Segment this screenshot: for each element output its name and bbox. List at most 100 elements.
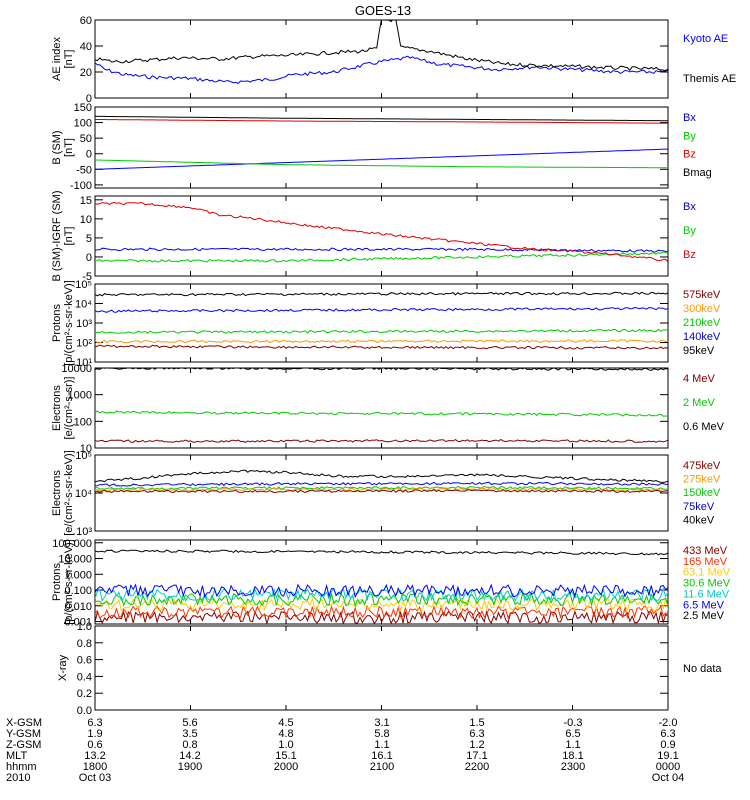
- y-tick-label: 10: [80, 214, 92, 226]
- footer-row-value: 1.9: [87, 728, 102, 740]
- y-tick-label: 0.0: [77, 705, 92, 717]
- footer-row-value: 6.3: [660, 728, 675, 740]
- footer-row-value: 1800: [83, 761, 107, 773]
- footer-row-value: 4.8: [278, 728, 293, 740]
- y-axis-label: X-ray: [57, 654, 69, 681]
- footer-row-value: 19.1: [657, 750, 678, 762]
- y-tick-label: 150: [74, 102, 92, 114]
- y-axis-label: Protons: [51, 304, 63, 342]
- y-tick-label: 10³: [76, 318, 92, 330]
- series-line-2-5-mev: [95, 583, 668, 599]
- footer-row-label: X-GSM: [6, 717, 42, 729]
- series-line-4-mev: [95, 438, 668, 443]
- panel-6: 10³ 10⁴ 10⁵ Electrons [e/(cm²-s-sr-keV)] 475k…: [51, 450, 721, 538]
- y-tick-label: 40: [80, 41, 92, 53]
- legend-label: 150keV: [683, 487, 721, 499]
- series-line-2-mev: [95, 410, 668, 417]
- legend-label: 2.5 MeV: [683, 610, 725, 622]
- y-tick-label: 10⁴: [75, 299, 92, 311]
- footer-row-value: 5.6: [182, 717, 197, 729]
- y-axis-label: [p/(cm²-s-sr-keV)]: [63, 539, 75, 625]
- footer-row-label: 2010: [6, 772, 30, 784]
- y-tick-label: 60: [80, 15, 92, 27]
- footer-row-value: -0.3: [564, 717, 583, 729]
- legend-label: 2 MeV: [683, 397, 715, 409]
- y-tick-label: 10: [80, 443, 92, 455]
- series-line-kyoto-ae: [95, 55, 668, 84]
- y-tick-label: 1.0: [77, 621, 92, 633]
- legend-label: By: [683, 130, 696, 142]
- series-line-40kev: [95, 488, 668, 494]
- legend-label: Bmag: [683, 167, 712, 179]
- y-tick-label: 5: [86, 233, 92, 245]
- y-tick-label: 0.010: [64, 601, 92, 613]
- y-axis-label: Protons: [51, 563, 63, 601]
- y-axis-label: [nT]: [63, 50, 75, 69]
- legend-label: Kyoto AE: [683, 33, 728, 45]
- footer-row-value: 2300: [561, 761, 585, 773]
- footer-ephemeris: X-GSM 6.3 5.6 4.5 3.1 1.5 -0.3 -2.0 Y-GSM 1.9 3.5 4…: [6, 717, 684, 784]
- y-tick-label: 100: [74, 118, 92, 130]
- no-data-label: No data: [683, 663, 722, 675]
- footer-row-value: 13.2: [84, 750, 105, 762]
- footer-row-value: 6.3: [87, 717, 102, 729]
- legend-label: 11.6 MeV: [683, 588, 730, 600]
- series-line-475kev: [95, 469, 668, 483]
- legend-label: 4 MeV: [683, 373, 715, 385]
- chart-title: GOES-13: [355, 3, 411, 18]
- legend-label: 30.6 MeV: [683, 578, 731, 590]
- y-tick-label: -5: [82, 271, 92, 283]
- series-line-bz: [95, 119, 668, 124]
- panel-1: 0 20 40 60 AE index [nT] Kyoto AE Themis AE: [51, 15, 736, 105]
- y-tick-label: 0.4: [77, 671, 92, 683]
- legend-label: 475keV: [683, 460, 721, 472]
- panel-2: -100 -50 0 50 100 150 B (SM) [nT] Bx By Bz Bmag: [51, 102, 712, 192]
- y-tick-label: 100: [74, 416, 92, 428]
- legend-label: 63.1 MeV: [683, 567, 731, 579]
- panel-frame: [94, 454, 669, 532]
- series-line-150kev: [95, 485, 668, 491]
- footer-row-label: MLT: [6, 750, 27, 762]
- footer-row-value: 4.5: [278, 717, 293, 729]
- footer-row-value: 16.1: [371, 750, 392, 762]
- series-line-75kev: [95, 487, 668, 492]
- footer-row-label: hhmm: [6, 761, 37, 773]
- panel-frame: [94, 283, 669, 363]
- series-line-95kev: [95, 344, 668, 350]
- y-tick-label: 10⁵: [75, 450, 92, 462]
- legend-label: Themis AE: [683, 73, 736, 85]
- legend-label: 275keV: [683, 474, 721, 486]
- legend-label: Bx: [683, 201, 696, 213]
- y-tick-label: 0.001: [64, 617, 92, 629]
- footer-row-value: Oct 03: [79, 772, 111, 784]
- panel-8: 0.0 0.2 0.4 0.6 0.8 1.0 X-ray No data: [57, 621, 722, 717]
- footer-row-value: 17.1: [466, 750, 487, 762]
- series-line-210kev: [95, 328, 668, 334]
- footer-row-value: 2100: [370, 761, 394, 773]
- series-line-0-6-mev: [95, 368, 668, 371]
- legend-label: 0.6 MeV: [683, 421, 725, 433]
- series-line-bmag: [95, 115, 668, 122]
- series-line-63-1-mev: [95, 604, 668, 620]
- footer-row-value: 15.1: [275, 750, 296, 762]
- y-axis-label: B (SM)-IGRF (SM): [51, 190, 63, 281]
- series-line-575kev: [95, 291, 668, 297]
- y-tick-label: 0: [86, 149, 92, 161]
- legend-label: Bx: [683, 112, 696, 124]
- series-line-300kev: [95, 306, 668, 313]
- footer-row-value: 5.8: [374, 728, 389, 740]
- y-axis-label: Electrons: [51, 385, 63, 431]
- y-tick-label: 10000: [61, 363, 92, 375]
- legend-label: 75keV: [683, 501, 715, 513]
- legend-label: 300keV: [683, 303, 721, 315]
- y-tick-label: 10²: [76, 338, 92, 350]
- y-tick-label: 0.2: [77, 688, 92, 700]
- footer-row-value: 0.6: [87, 739, 102, 751]
- y-tick-label: -50: [76, 164, 92, 176]
- panel-4: 10¹ 10² 10³ 10⁴ 10⁵ Protons [p/(cm²-s-sr-keV)]…: [51, 279, 721, 369]
- legend-label: 433 MeV: [683, 545, 728, 557]
- y-tick-label: 1.000: [64, 569, 92, 581]
- panel-frame: [94, 367, 669, 449]
- legend-label: 6.5 MeV: [683, 599, 725, 611]
